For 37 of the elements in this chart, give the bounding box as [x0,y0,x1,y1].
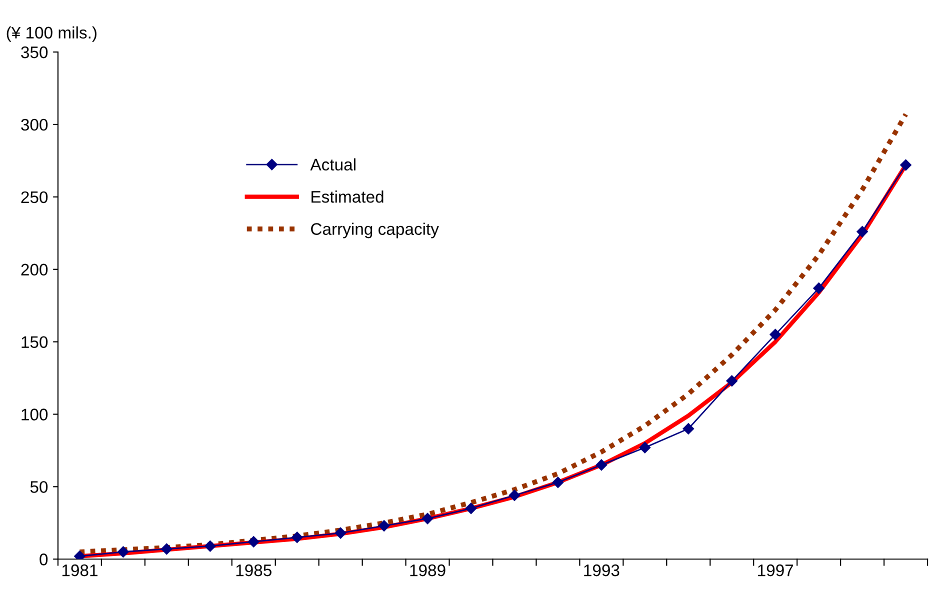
x-tick-label: 1985 [236,564,272,576]
y-axis-title: (¥ 100 mils.) [6,26,96,42]
point [334,527,346,539]
point [770,328,781,340]
x-tick-label: 1993 [584,564,620,576]
legend-label: Estimated [312,190,384,203]
point [465,502,477,514]
point [74,550,86,560]
y-tick-label: 0 [40,554,48,566]
legend-label: Carrying capacity [311,222,439,238]
point [161,543,172,555]
y-tick-label: 350 [21,46,48,58]
y-tick-label: 300 [21,118,48,131]
y-tick-label: 50 [30,481,48,493]
y-tick-label: 250 [21,191,48,204]
y-tick-label: 200 [21,264,48,276]
point [682,423,694,434]
point [552,476,564,488]
point [422,512,434,524]
point [726,375,738,387]
y-tick-label: 150 [22,336,48,348]
x-tick-label: 1997 [758,564,794,576]
point [291,532,303,544]
point [639,442,651,454]
point [596,459,608,471]
point [900,159,912,171]
point [856,226,868,238]
x-tick-label: 1981 [62,564,98,576]
y-tick-label: 100 [22,408,48,420]
point [813,282,824,294]
legend-label: Actual [310,158,356,171]
point [204,540,216,552]
point [118,546,129,558]
point [378,520,390,532]
x-tick-label: 1989 [410,564,446,576]
point [508,490,520,501]
point [248,536,260,548]
